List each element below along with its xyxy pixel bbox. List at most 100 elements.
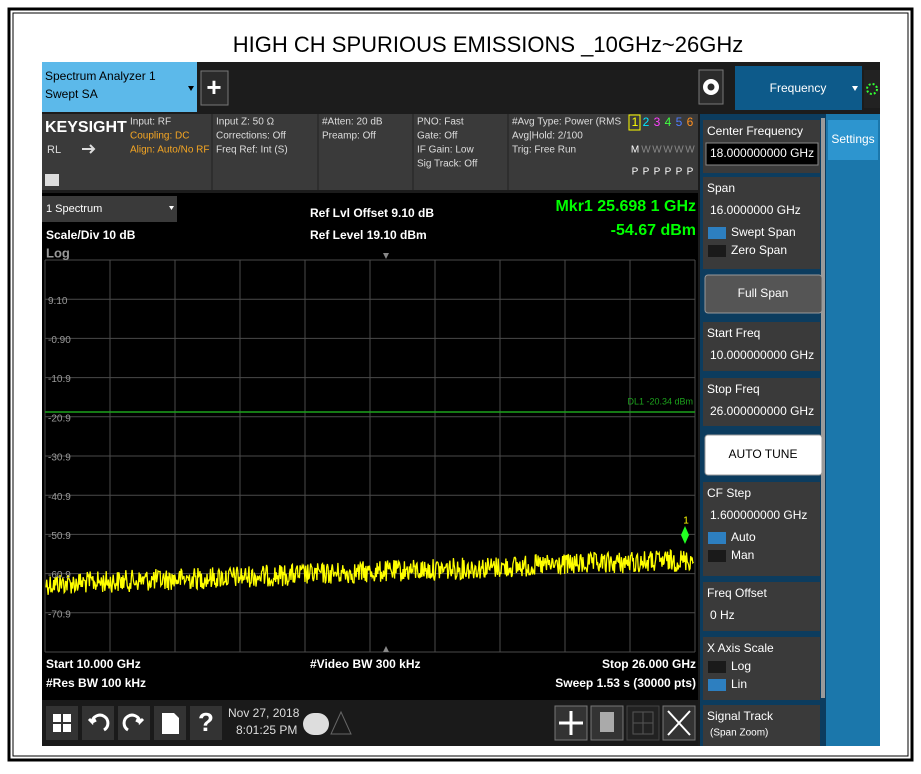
menu-item[interactable] [703, 378, 820, 426]
y-axis-label: 9.10 [48, 296, 68, 307]
menu-tab[interactable] [735, 66, 862, 110]
lxi-badge [45, 174, 59, 186]
trace-number: 2 [643, 115, 650, 129]
option-indicator [708, 661, 726, 673]
trace-mode: W [674, 145, 684, 156]
video-bw: #Video BW 300 kHz [310, 657, 420, 671]
icon [632, 711, 654, 735]
option-label: Zero Span [731, 243, 787, 257]
trace-mode: W [641, 145, 651, 156]
instrument-tab[interactable] [42, 62, 197, 112]
status-text: IF Gain: Low [417, 145, 474, 156]
message-button[interactable] [303, 713, 329, 735]
icon [559, 711, 583, 735]
windows-button[interactable] [46, 706, 78, 740]
trace-detector: P [676, 167, 683, 178]
trace-mode: W [663, 145, 673, 156]
status-bar [42, 114, 698, 190]
item-value: 10.000000000 GHz [710, 348, 814, 362]
value-box [705, 142, 819, 166]
trace-number: 1 [632, 115, 639, 129]
item-value: 18.000000000 GHz [710, 146, 814, 160]
button-label: Full Span [738, 286, 789, 300]
item-label: CF Step [707, 486, 751, 500]
option-label: Swept Span [731, 225, 796, 239]
y-axis-label: -20.9 [48, 413, 71, 424]
gear-hole [707, 83, 715, 91]
stop-frequency: Stop 26.000 GHz [602, 657, 696, 671]
time: 8:01:25 PM [236, 723, 297, 737]
trace-1-box [628, 114, 641, 131]
rf-arrow [82, 144, 96, 154]
menu-item[interactable] [703, 582, 820, 631]
status-text: Corrections: Off [216, 131, 286, 142]
marker-id: 1 [683, 516, 689, 527]
status-text: #Avg Type: Power (RMS [512, 117, 621, 128]
dropdown-arrow [169, 206, 174, 210]
ref-level: Ref Level 19.10 dBm [310, 228, 427, 242]
option-indicator [708, 679, 726, 691]
measurement-mode: Swept SA [45, 87, 98, 101]
item-label: Freq Offset [707, 586, 767, 600]
icon [87, 713, 110, 732]
window-selector[interactable] [42, 196, 177, 222]
option-indicator [708, 532, 726, 544]
start-frequency: Start 10.000 GHz [46, 657, 141, 671]
menu-items [703, 120, 823, 746]
y-axis-label: -10.9 [48, 374, 71, 385]
add-tab-button[interactable] [200, 70, 229, 106]
marker-diamond [681, 526, 689, 544]
icon [667, 710, 691, 736]
sweep-time: Sweep 1.53 s (30000 pts) [555, 676, 696, 690]
scale-type: Log [46, 245, 70, 260]
item-value: 16.0000000 GHz [710, 203, 801, 217]
y-axis-label: -0.90 [48, 335, 71, 346]
menu-button[interactable] [704, 274, 823, 314]
option-indicator [708, 550, 726, 562]
icon [63, 724, 71, 732]
y-axis-label: -60.9 [48, 570, 71, 581]
item-label: Center Frequency [707, 124, 803, 138]
dropdown-arrow [852, 86, 858, 91]
status-text: Trig: Free Run [512, 145, 576, 156]
status-text: Sig Track: Off [417, 159, 478, 170]
settings-tab[interactable] [828, 120, 878, 160]
trace-number: 6 [687, 115, 694, 129]
trace [45, 548, 694, 595]
y-axis-label: -70.9 [48, 609, 71, 620]
item-value: 1.600000000 GHz [710, 508, 807, 522]
icon [600, 712, 614, 732]
brand-logo: KEYSIGHT [45, 119, 127, 136]
menu-item[interactable] [703, 322, 820, 371]
center-marker [383, 646, 389, 652]
option-label: Auto [731, 530, 756, 544]
option-label: Lin [731, 677, 747, 691]
y-axis-label: -50.9 [48, 531, 71, 542]
center-marker [383, 253, 389, 259]
trace-number: 5 [676, 115, 683, 129]
y-axis-label: -30.9 [48, 453, 71, 464]
marker-frequency: Mkr1 25.698 1 GHz [555, 198, 696, 215]
item-label: Span [707, 181, 735, 195]
marker-level: -54.67 dBm [611, 222, 696, 239]
item-label: Stop Freq [707, 382, 760, 396]
settings-label: Settings [831, 132, 874, 146]
help-icon: ? [198, 707, 214, 737]
rl-label: RL [47, 144, 61, 156]
menu-button[interactable] [704, 434, 823, 476]
item-label: X Axis Scale [707, 641, 774, 655]
date: Nov 27, 2018 [228, 706, 300, 720]
help-button[interactable] [190, 706, 222, 740]
y-axis-label: -40.9 [48, 492, 71, 503]
item-value: 26.000000000 GHz [710, 404, 814, 418]
trace-number: 3 [654, 115, 661, 129]
res-bw: #Res BW 100 kHz [46, 676, 146, 690]
menu-item[interactable] [703, 705, 820, 746]
trace-mode: W [652, 145, 662, 156]
trace-detector: P [665, 167, 672, 178]
trace-detector: P [632, 167, 639, 178]
trace-detector: P [643, 167, 650, 178]
status-text: Input: RF [130, 117, 171, 128]
item-value: (Span Zoom) [710, 728, 768, 739]
